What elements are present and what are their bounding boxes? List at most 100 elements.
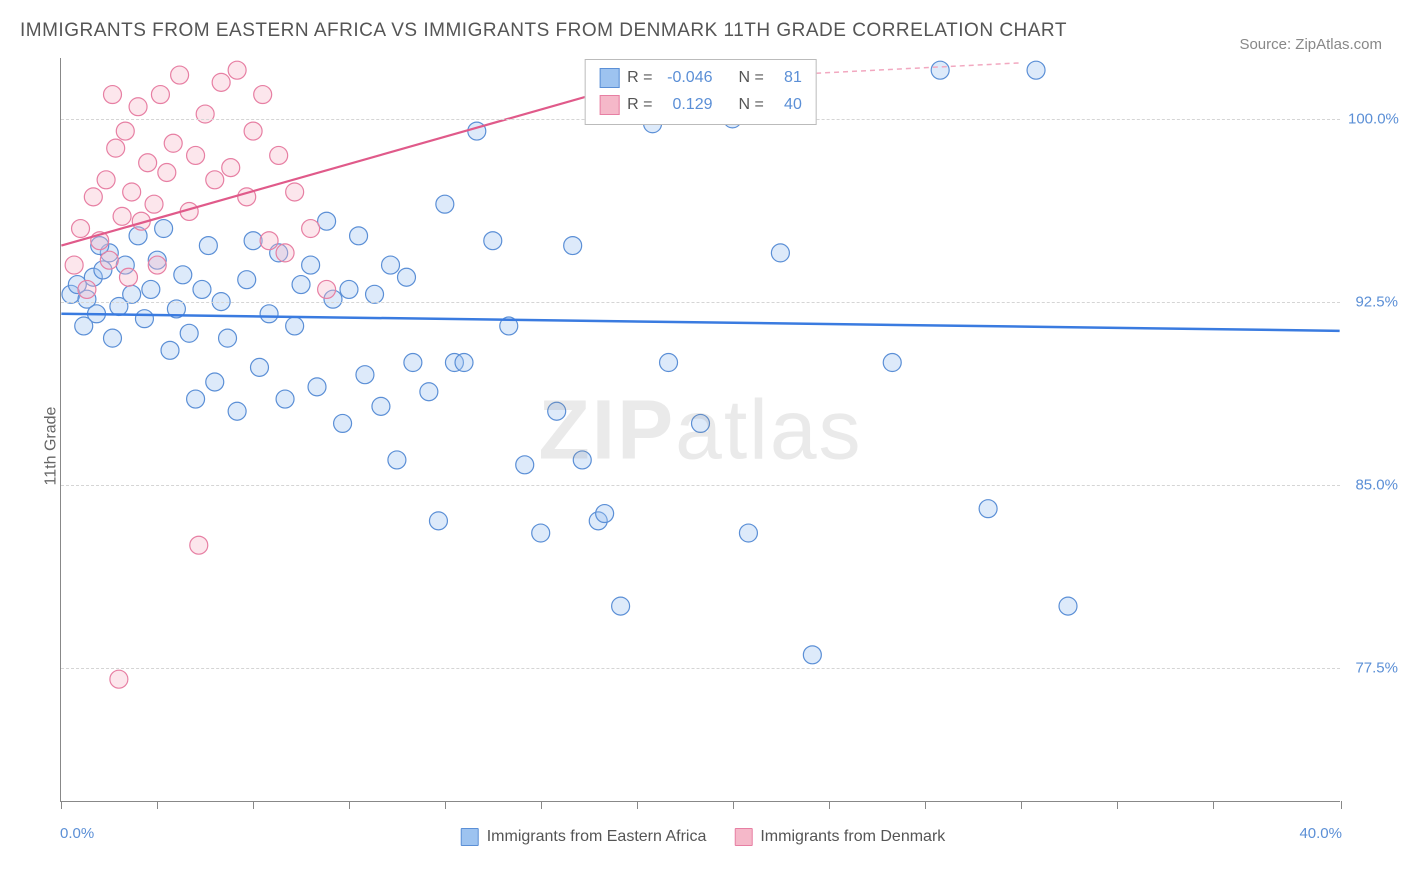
data-point [145, 195, 163, 213]
data-point [484, 232, 502, 250]
data-point [123, 285, 141, 303]
data-point [276, 244, 294, 262]
grid-line [61, 302, 1340, 303]
data-point [129, 98, 147, 116]
data-point [979, 500, 997, 518]
data-point [286, 183, 304, 201]
data-point [174, 266, 192, 284]
grid-line [61, 668, 1340, 669]
data-point [75, 317, 93, 335]
data-point [445, 354, 463, 372]
data-point [244, 122, 262, 140]
data-point [404, 354, 422, 372]
data-point [382, 256, 400, 274]
data-point [206, 373, 224, 391]
data-point [276, 390, 294, 408]
data-point [100, 251, 118, 269]
data-point [91, 237, 109, 255]
stat-r-value: 0.129 [661, 91, 713, 118]
y-axis-label: 11th Grade [42, 407, 60, 486]
data-point [589, 512, 607, 530]
stat-n-label: N = [739, 91, 764, 118]
data-point [596, 505, 614, 523]
data-point [155, 220, 173, 238]
data-point [612, 597, 630, 615]
data-point [62, 285, 80, 303]
data-point [190, 536, 208, 554]
data-point [116, 256, 134, 274]
data-point [107, 139, 125, 157]
data-point [270, 244, 288, 262]
data-point [196, 105, 214, 123]
data-point [318, 212, 336, 230]
data-point [94, 261, 112, 279]
data-point [436, 195, 454, 213]
data-point [78, 280, 96, 298]
data-point [219, 329, 237, 347]
data-point [228, 402, 246, 420]
x-tick [1213, 801, 1214, 809]
watermark: ZIPatlas [538, 381, 862, 478]
data-point [104, 86, 122, 104]
data-point [139, 154, 157, 172]
data-point [171, 66, 189, 84]
data-point [564, 237, 582, 255]
data-point [78, 290, 96, 308]
stat-n-label: N = [739, 64, 764, 91]
x-tick [541, 801, 542, 809]
y-tick-label: 77.5% [1348, 659, 1398, 676]
data-point [260, 305, 278, 323]
stat-n-value: 81 [772, 64, 802, 91]
y-tick-label: 92.5% [1348, 293, 1398, 310]
data-point [366, 285, 384, 303]
data-point [356, 366, 374, 384]
data-point [148, 256, 166, 274]
x-tick [1021, 801, 1022, 809]
data-point [334, 414, 352, 432]
data-point [286, 317, 304, 335]
legend-swatch [599, 68, 619, 88]
stat-r-value: -0.046 [661, 64, 713, 91]
stats-row: R = 0.129 N = 40 [599, 91, 802, 118]
data-point [100, 244, 118, 262]
data-point [429, 512, 447, 530]
data-point [212, 73, 230, 91]
legend-swatch [461, 828, 479, 846]
scatter-svg [61, 58, 1340, 801]
data-point [1059, 597, 1077, 615]
legend-item: Immigrants from Denmark [734, 828, 945, 846]
stat-r-label: R = [627, 91, 652, 118]
data-point [692, 414, 710, 432]
data-point [113, 207, 131, 225]
stat-r-label: R = [627, 64, 652, 91]
data-point [340, 280, 358, 298]
data-point [468, 122, 486, 140]
legend-item: Immigrants from Eastern Africa [461, 828, 707, 846]
data-point [350, 227, 368, 245]
data-point [222, 159, 240, 177]
data-point [238, 271, 256, 289]
data-point [68, 276, 86, 294]
data-point [132, 212, 150, 230]
data-point [420, 383, 438, 401]
legend-swatch [599, 95, 619, 115]
data-point [500, 317, 518, 335]
data-point [1027, 61, 1045, 79]
data-point [260, 232, 278, 250]
legend-swatch [734, 828, 752, 846]
x-tick [157, 801, 158, 809]
data-point [532, 524, 550, 542]
plot-area: ZIPatlas R = -0.046 N = 81 R = 0.129 N =… [60, 58, 1340, 802]
legend-label: Immigrants from Denmark [760, 828, 945, 846]
data-point [206, 171, 224, 189]
data-point [324, 290, 342, 308]
x-tick [829, 801, 830, 809]
data-point [161, 341, 179, 359]
data-point [65, 256, 83, 274]
source-label: Source: ZipAtlas.com [1239, 36, 1382, 53]
data-point [164, 134, 182, 152]
data-point [238, 188, 256, 206]
legend-label: Immigrants from Eastern Africa [487, 828, 707, 846]
data-point [119, 268, 137, 286]
x-tick [1341, 801, 1342, 809]
